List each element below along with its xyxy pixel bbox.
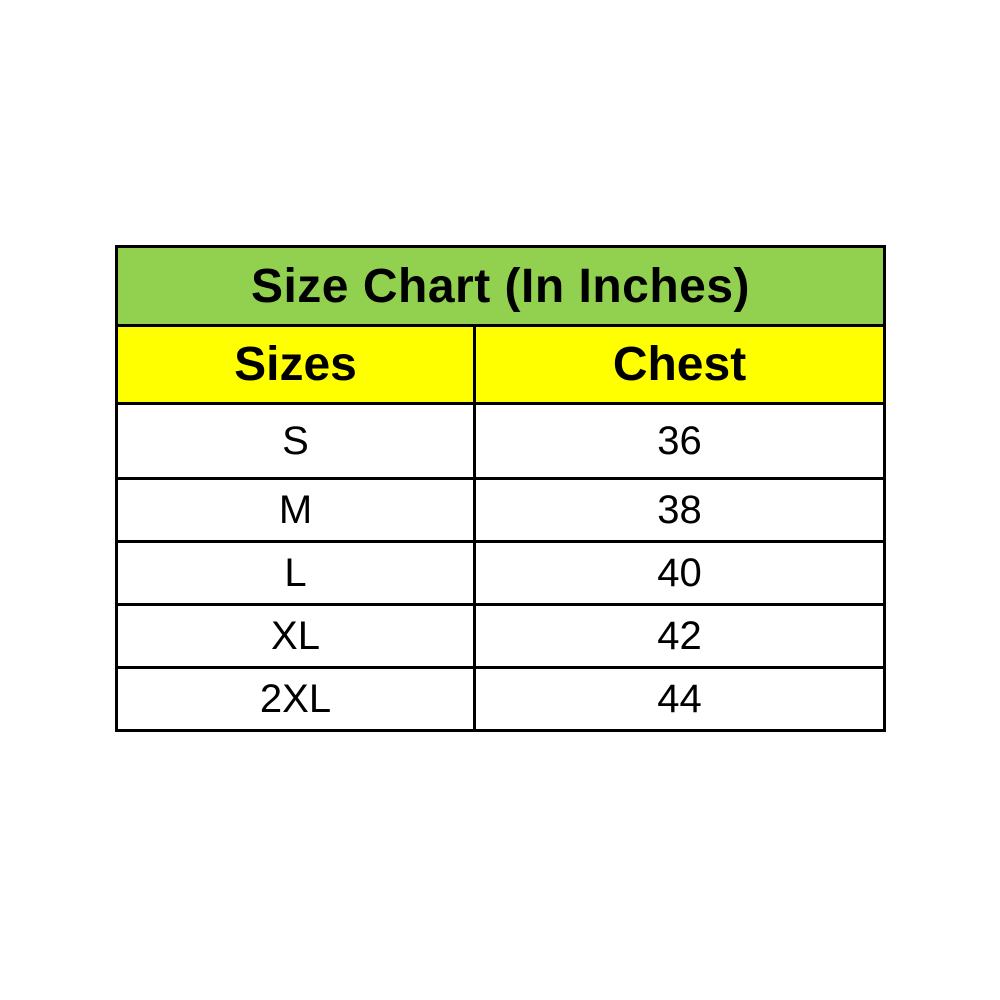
chest-cell: 36: [473, 402, 886, 480]
size-cell: XL: [115, 603, 476, 669]
table-row-m: M 38: [115, 477, 886, 543]
table-title: Size Chart (In Inches): [115, 245, 886, 327]
table-title-row: Size Chart (In Inches): [115, 245, 886, 327]
chest-cell: 40: [473, 540, 886, 606]
table-row-xl: XL 42: [115, 603, 886, 669]
table-row-2xl: 2XL 44: [115, 666, 886, 732]
size-cell: M: [115, 477, 476, 543]
column-header-sizes: Sizes: [115, 324, 476, 405]
table-header-row: Sizes Chest: [115, 324, 886, 405]
size-chart-table: Size Chart (In Inches) Sizes Chest S 36 …: [115, 245, 886, 732]
table-row-l: L 40: [115, 540, 886, 606]
table-row-s: S 36: [115, 402, 886, 480]
size-cell: L: [115, 540, 476, 606]
chest-cell: 44: [473, 666, 886, 732]
column-header-chest: Chest: [473, 324, 886, 405]
size-cell: 2XL: [115, 666, 476, 732]
chest-cell: 38: [473, 477, 886, 543]
chest-cell: 42: [473, 603, 886, 669]
size-cell: S: [115, 402, 476, 480]
